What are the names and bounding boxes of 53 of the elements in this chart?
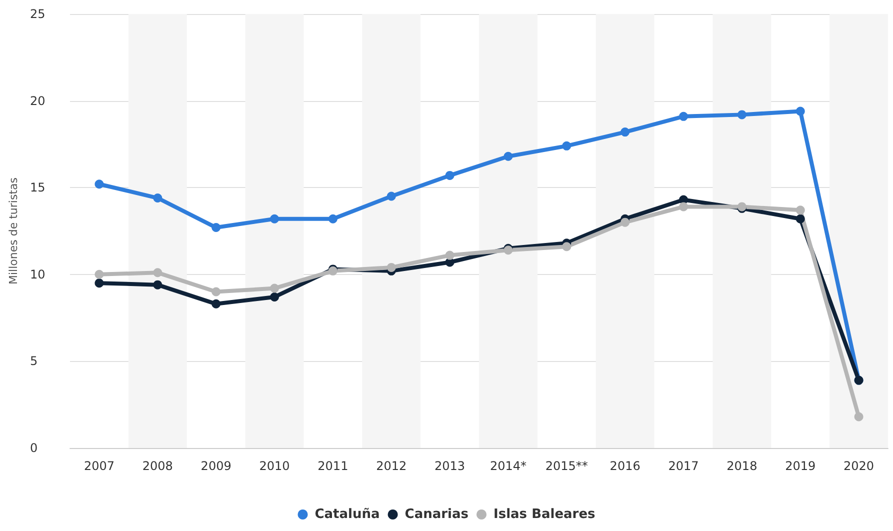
point — [796, 206, 805, 215]
point — [386, 192, 396, 201]
point — [620, 218, 630, 227]
x-tick-label: 2015** — [545, 459, 588, 473]
point — [445, 170, 454, 180]
point — [445, 250, 454, 260]
y-axis-title: Millones de turistas — [7, 177, 20, 284]
x-tick-label: 2008 — [142, 459, 173, 473]
x-tick-label: 2010 — [259, 459, 290, 473]
point — [562, 141, 572, 150]
point — [854, 412, 864, 422]
point — [504, 152, 513, 161]
point — [737, 110, 746, 120]
y-tick-label: 0 — [30, 441, 38, 455]
x-tick-label: 2020 — [844, 459, 874, 473]
y-tick-label: 25 — [30, 7, 46, 21]
x-tick-label: 2019 — [785, 459, 816, 473]
point — [679, 202, 688, 212]
x-tick-label: 2009 — [200, 459, 232, 473]
x-tick-label: 2013 — [434, 459, 466, 473]
point — [796, 106, 805, 116]
point — [270, 214, 279, 224]
x-tick-label: 2014* — [490, 459, 526, 473]
point — [270, 284, 279, 293]
point — [94, 278, 104, 288]
point — [212, 287, 221, 296]
point — [386, 262, 396, 272]
y-tick-label: 5 — [30, 354, 38, 368]
x-tick-label: 2016 — [610, 459, 640, 473]
point — [153, 280, 162, 290]
x-tick-label: 2017 — [668, 459, 699, 473]
x-tick-label: 2011 — [318, 459, 348, 473]
legend-label: Canarias — [404, 507, 469, 522]
point — [94, 180, 104, 189]
x-tick-label: 2007 — [84, 459, 114, 473]
point — [328, 214, 338, 224]
x-tick-label: 2012 — [376, 459, 407, 473]
point — [212, 223, 221, 232]
legend-label: Cataluña — [314, 507, 380, 522]
point — [620, 128, 630, 137]
point — [562, 242, 572, 252]
point — [94, 270, 104, 279]
point — [153, 194, 162, 203]
legend-label: Islas Baleares — [494, 507, 596, 522]
point — [679, 112, 688, 121]
point — [153, 268, 162, 278]
point — [796, 214, 805, 224]
point — [270, 292, 279, 302]
y-tick-label: 20 — [30, 94, 46, 108]
y-tick-label: 10 — [30, 267, 46, 282]
y-tick-label: 15 — [30, 180, 46, 195]
x-tick-label: 2018 — [726, 459, 758, 473]
point — [212, 299, 221, 308]
